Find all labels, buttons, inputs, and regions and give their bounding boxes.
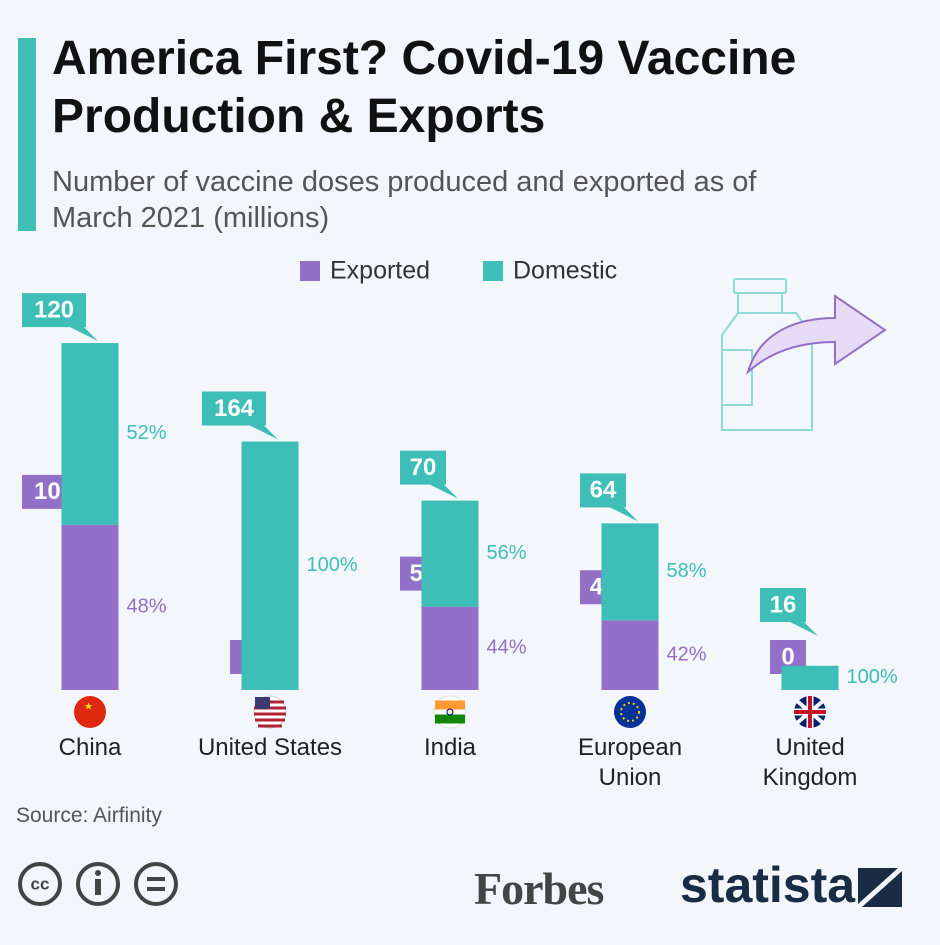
value-label: 0: [781, 643, 794, 670]
bar-segment: [601, 620, 659, 690]
svg-text:★: ★: [84, 702, 93, 713]
bar-segment: [61, 343, 119, 525]
x-tick-label: India: [423, 734, 477, 761]
bar-segment: [421, 606, 479, 690]
value-label: 16: [770, 591, 797, 618]
bar-segment: [601, 523, 659, 621]
share-label: 100%: [307, 554, 358, 576]
share-label: 58%: [667, 560, 707, 582]
share-label: 44%: [487, 637, 527, 659]
bar-segment: [781, 665, 839, 690]
value-label: 70: [410, 454, 437, 481]
legend-label: Exported: [330, 257, 430, 285]
brand: Forbes: [474, 863, 604, 914]
source: Source: Airfinity: [16, 804, 162, 827]
legend-swatch: [300, 261, 320, 281]
flags: ★: [74, 695, 826, 729]
bar-segment: [241, 441, 299, 690]
chart-title: America First? Covid-19 Vaccine Producti…: [52, 32, 797, 143]
value-label: 164: [214, 395, 255, 422]
value-callout: [760, 588, 818, 636]
x-tick-label: China: [58, 734, 122, 761]
share-label: 52%: [127, 422, 167, 444]
accent-bar: [18, 38, 36, 231]
legend-label: Domestic: [513, 257, 617, 285]
x-tick-label: European Union: [577, 734, 683, 791]
bar-segment: [61, 524, 119, 690]
value-callout: [202, 391, 278, 440]
share-label: 48%: [127, 596, 167, 618]
share-label: 100%: [847, 666, 898, 688]
share-label: 56%: [487, 542, 527, 564]
value-callout: [580, 473, 638, 522]
svg-text:cc: cc: [31, 874, 50, 893]
legend-swatch: [483, 261, 503, 281]
vial-icon: [721, 278, 887, 431]
cc-icons: cc: [18, 862, 178, 906]
value-label: 64: [590, 477, 617, 504]
bar-segment: [421, 500, 479, 607]
value-label: 120: [34, 296, 74, 323]
x-tick-label: United Kingdom: [762, 734, 858, 791]
chart-subtitle: Number of vaccine doses produced and exp…: [52, 166, 757, 234]
statista-logo: [858, 868, 902, 907]
x-tick-label: United States: [197, 734, 343, 761]
brand: statista: [680, 857, 856, 913]
share-label: 42%: [667, 643, 707, 665]
value-callout: [400, 450, 458, 499]
value-callout: [22, 293, 98, 342]
